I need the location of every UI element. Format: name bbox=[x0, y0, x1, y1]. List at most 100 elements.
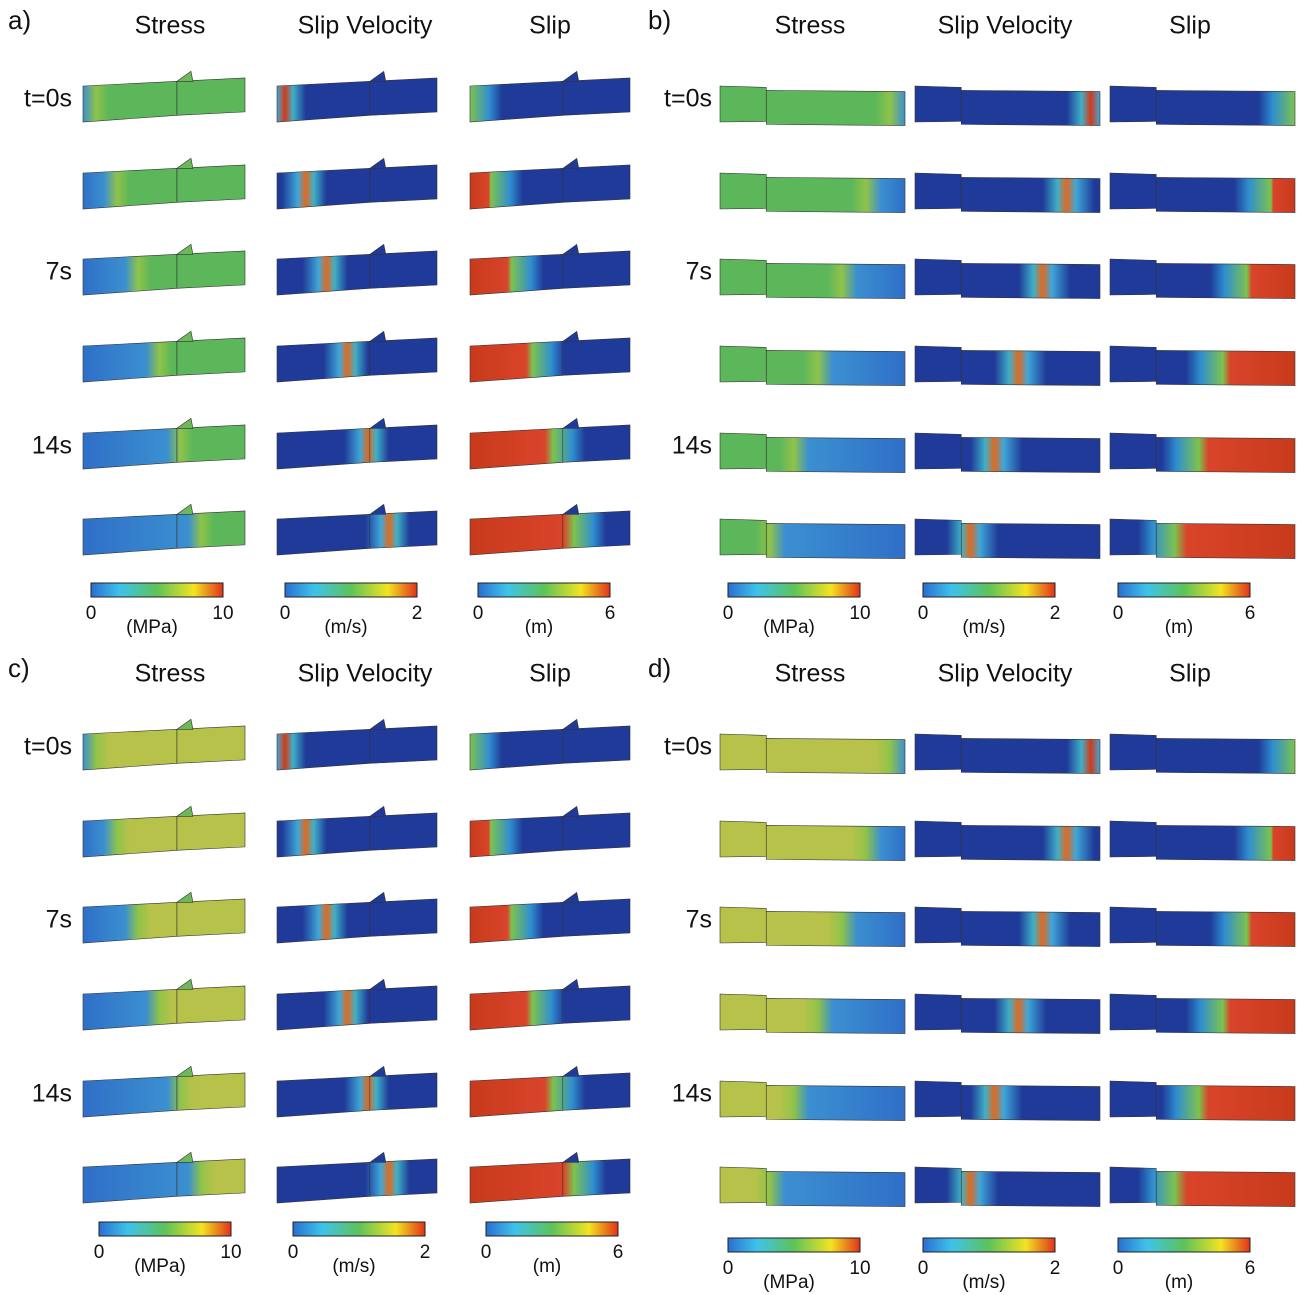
colorbar bbox=[486, 1222, 618, 1236]
fault-segment bbox=[370, 338, 437, 375]
time-label: 7s bbox=[46, 906, 72, 934]
colorbar bbox=[728, 1238, 860, 1252]
fault-snapshot bbox=[1110, 994, 1295, 1034]
colorbar-min: 0 bbox=[1113, 1258, 1124, 1279]
fault-segment bbox=[277, 1162, 370, 1203]
fault-segment bbox=[83, 729, 177, 770]
fault-segment bbox=[563, 251, 630, 288]
fault-tab bbox=[177, 331, 193, 341]
fault-segment bbox=[470, 81, 563, 122]
fault-tab bbox=[177, 71, 193, 81]
fault-segment bbox=[1156, 825, 1295, 860]
fault-tab bbox=[177, 892, 193, 902]
fault-segment bbox=[177, 986, 245, 1023]
colorbar-max: 6 bbox=[1245, 603, 1256, 624]
column-title: Stress bbox=[135, 12, 206, 40]
fault-segment bbox=[915, 907, 961, 943]
fault-snapshot bbox=[277, 504, 437, 555]
fault-snapshot bbox=[720, 519, 905, 559]
fault-segment bbox=[370, 1159, 437, 1196]
fault-segment bbox=[83, 341, 177, 382]
fault-segment bbox=[1110, 86, 1156, 122]
fault-segment bbox=[470, 989, 563, 1030]
colorbar-max: 10 bbox=[849, 1258, 870, 1279]
fault-snapshot bbox=[720, 1081, 905, 1121]
fault-tab bbox=[563, 418, 579, 428]
fault-snapshot bbox=[83, 892, 245, 943]
colorbar-min: 0 bbox=[1113, 603, 1124, 624]
fault-segment bbox=[1156, 738, 1295, 773]
fault-segment bbox=[1156, 523, 1295, 558]
fault-segment bbox=[177, 1159, 245, 1196]
fault-segment bbox=[766, 1171, 905, 1206]
fault-segment bbox=[277, 428, 370, 469]
fault-tab bbox=[177, 806, 193, 816]
figure: a)StressSlip VelocitySlipt=0s7s14s010(MP… bbox=[0, 0, 1300, 1295]
fault-snapshot bbox=[1110, 433, 1295, 473]
fault-segment bbox=[83, 989, 177, 1030]
fault-segment bbox=[915, 433, 961, 469]
fault-tab bbox=[563, 1152, 579, 1162]
fault-segment bbox=[83, 254, 177, 295]
fault-segment bbox=[915, 259, 961, 295]
fault-segment bbox=[766, 437, 905, 472]
fault-segment bbox=[370, 899, 437, 936]
fault-segment bbox=[1110, 173, 1156, 209]
fault-tab bbox=[370, 158, 386, 168]
fault-segment bbox=[915, 346, 961, 382]
colorbar-unit: (m) bbox=[525, 617, 553, 638]
fault-snapshot bbox=[915, 519, 1100, 559]
fault-segment bbox=[915, 994, 961, 1030]
colorbar bbox=[99, 1222, 231, 1236]
colorbar-min: 0 bbox=[918, 1258, 929, 1279]
fault-tab bbox=[563, 331, 579, 341]
fault-snapshot bbox=[83, 1152, 245, 1203]
fault-segment bbox=[83, 1076, 177, 1117]
fault-segment bbox=[83, 816, 177, 857]
fault-segment bbox=[83, 428, 177, 469]
fault-tab bbox=[177, 158, 193, 168]
fault-tab bbox=[563, 158, 579, 168]
colorbar-unit: (MPa) bbox=[126, 617, 178, 638]
fault-snapshot bbox=[720, 173, 905, 213]
fault-snapshot bbox=[1110, 86, 1295, 126]
colorbar-min: 0 bbox=[473, 603, 484, 624]
fault-segment bbox=[720, 346, 766, 382]
fault-segment bbox=[277, 816, 370, 857]
fault-segment bbox=[720, 86, 766, 122]
colorbar-unit: (m/s) bbox=[962, 617, 1005, 638]
column-title: Slip Velocity bbox=[938, 660, 1073, 688]
fault-tab bbox=[563, 1066, 579, 1076]
fault-snapshot bbox=[277, 1066, 437, 1117]
fault-segment bbox=[83, 514, 177, 555]
time-label: 7s bbox=[686, 258, 712, 286]
column-title: Slip Velocity bbox=[298, 660, 433, 688]
colorbar bbox=[293, 1222, 425, 1236]
fault-segment bbox=[766, 263, 905, 298]
fault-segment bbox=[961, 177, 1100, 212]
fault-tab bbox=[370, 1066, 386, 1076]
fault-segment bbox=[766, 998, 905, 1033]
fault-snapshot bbox=[470, 1152, 630, 1203]
column-title: Slip Velocity bbox=[298, 12, 433, 40]
column-title: Stress bbox=[775, 660, 846, 688]
colorbar bbox=[728, 583, 860, 597]
colorbar-max: 2 bbox=[412, 603, 423, 624]
time-label: 7s bbox=[46, 258, 72, 286]
fault-segment bbox=[177, 1073, 245, 1110]
fault-snapshot bbox=[915, 86, 1100, 126]
fault-segment bbox=[915, 1167, 961, 1203]
fault-snapshot bbox=[277, 719, 437, 770]
fault-segment bbox=[277, 902, 370, 943]
fault-snapshot bbox=[277, 331, 437, 382]
colorbar bbox=[478, 583, 610, 597]
fault-snapshot bbox=[720, 907, 905, 947]
fault-tab bbox=[177, 1152, 193, 1162]
fault-tab bbox=[563, 719, 579, 729]
fault-segment bbox=[563, 1073, 630, 1110]
fault-segment bbox=[915, 821, 961, 857]
fault-segment bbox=[1110, 734, 1156, 770]
fault-snapshot bbox=[83, 979, 245, 1030]
fault-segment bbox=[1110, 1081, 1156, 1117]
fault-snapshot bbox=[720, 821, 905, 861]
